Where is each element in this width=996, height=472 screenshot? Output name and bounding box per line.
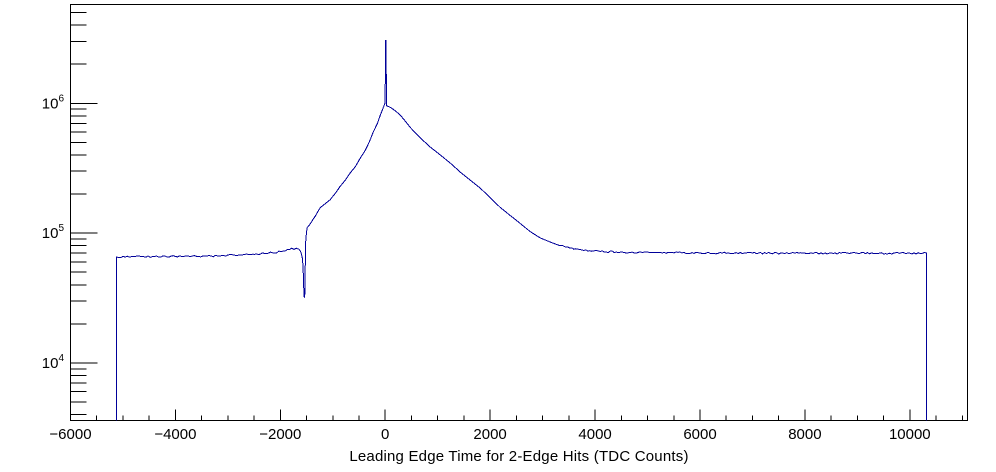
y-tick-label: 104 <box>42 353 65 372</box>
histogram-line <box>116 39 928 421</box>
x-tick-label: −6000 <box>49 426 91 443</box>
x-tick-label: 6000 <box>683 426 716 443</box>
x-tick-label: 0 <box>381 426 389 443</box>
x-tick-label: −2000 <box>259 426 301 443</box>
x-axis-title: Leading Edge Time for 2-Edge Hits (TDC C… <box>349 448 689 465</box>
x-tick-label: 8000 <box>788 426 821 443</box>
x-tick-label: 4000 <box>578 426 611 443</box>
x-tick-label: −4000 <box>154 426 196 443</box>
x-tick-label: 2000 <box>473 426 506 443</box>
y-tick-label: 105 <box>42 223 65 242</box>
x-tick-label: 10000 <box>889 426 931 443</box>
plot-frame <box>70 4 968 421</box>
y-tick-label: 106 <box>42 93 65 112</box>
